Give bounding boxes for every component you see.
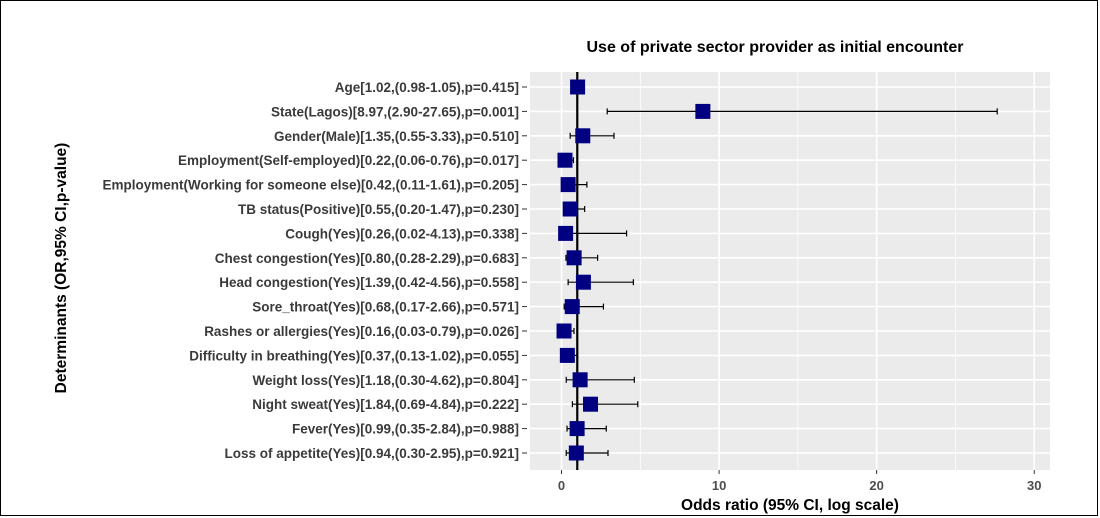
row-label: Loss of appetite(Yes)[0.94,(0.30-2.95),p… [225, 446, 520, 461]
forest-row-mark [565, 250, 599, 266]
row-label: Sore_throat(Yes)[0.68,(0.17-2.66),p=0.57… [252, 300, 519, 315]
row-label: Chest congestion(Yes)[0.80,(0.28-2.29),p… [215, 251, 519, 266]
forest-row-mark [569, 128, 615, 144]
forest-row-mark [559, 347, 579, 363]
forest-row-mark [606, 103, 998, 119]
forest-row-mark [570, 79, 586, 95]
forest-row-mark [557, 152, 575, 168]
forest-row-mark [560, 177, 588, 193]
row-label: Age[1.02,(0.98-1.05),p=0.415] [335, 80, 519, 95]
row-label: Rashes or allergies(Yes)[0.16,(0.03-0.79… [204, 324, 519, 339]
forest-row-mark [558, 225, 628, 241]
x-tick-labels: 0 10 20 30 [558, 470, 1041, 493]
y-axis-title: Determinants (OR,95% CI,p-value) [53, 143, 70, 394]
forest-row-mark [565, 372, 635, 388]
or-point [559, 347, 575, 363]
row-label: Cough(Yes)[0.26,(0.02-4.13),p=0.338] [285, 226, 519, 241]
or-point [558, 225, 574, 241]
row-label: TB status(Positive)[0.55,(0.20-1.47),p=0… [238, 202, 519, 217]
x-tick-label: 20 [869, 478, 883, 493]
row-label: Weight loss(Yes)[1.18,(0.30-4.62),p=0.80… [253, 373, 520, 388]
or-point [564, 299, 580, 315]
or-point [560, 177, 576, 193]
or-point [569, 421, 585, 437]
forest-row-mark [566, 421, 607, 437]
or-point [570, 79, 586, 95]
forest-row-mark [556, 323, 575, 339]
or-point [575, 128, 591, 144]
data-marks [556, 79, 998, 461]
forest-row-mark [565, 445, 609, 461]
forest-row-mark [567, 274, 634, 290]
or-point [566, 250, 582, 266]
row-label: State(Lagos)[8.97,(2.90-27.65),p=0.001] [271, 104, 519, 119]
or-point [572, 372, 588, 388]
plot-panel [530, 72, 1050, 470]
or-point [575, 274, 591, 290]
forest-row-mark [571, 396, 639, 412]
or-point [557, 152, 573, 168]
row-label: Employment(Self-employed)[0.22,(0.06-0.7… [178, 153, 519, 168]
chart-title: Use of private sector provider as initia… [587, 39, 964, 56]
row-label: Gender(Male)[1.35,(0.55-3.33),p=0.510] [274, 129, 519, 144]
forest-row-mark [563, 299, 605, 315]
x-axis-title: Odds ratio (95% CI, log scale) [681, 497, 899, 514]
or-point [583, 396, 599, 412]
row-label: Difficulty in breathing(Yes)[0.37,(0.13-… [189, 348, 519, 363]
x-tick-label: 10 [712, 478, 726, 493]
or-point [556, 323, 572, 339]
forest-row-mark [562, 201, 586, 217]
or-point [695, 103, 711, 119]
x-tick-label: 0 [558, 478, 565, 493]
or-point [562, 201, 578, 217]
row-label: Head congestion(Yes)[1.39,(0.42-4.56),p=… [219, 275, 519, 290]
row-label: Fever(Yes)[0.99,(0.35-2.84),p=0.988] [292, 422, 519, 437]
row-labels: Age[1.02,(0.98-1.05),p=0.415] State(Lagos… [102, 80, 527, 461]
or-point [568, 445, 584, 461]
row-label: Employment(Working for someone else)[0.4… [102, 178, 519, 193]
row-label: Night sweat(Yes)[1.84,(0.69-4.84),p=0.22… [252, 397, 519, 412]
x-tick-label: 30 [1027, 478, 1041, 493]
